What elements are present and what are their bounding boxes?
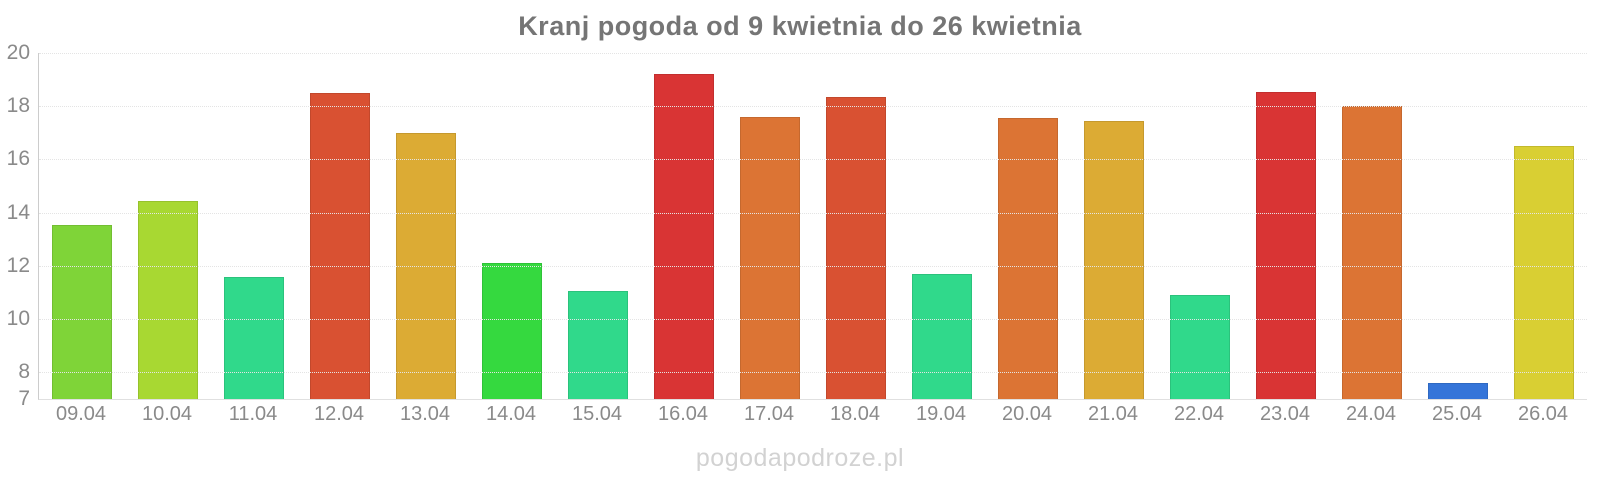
gridline — [39, 159, 1587, 161]
x-axis: 09.04 10.04 11.04 12.04 13.04 14.04 15.04 16.04… — [38, 403, 1586, 426]
bar-slot — [39, 53, 125, 399]
bar-12.04[interactable] — [310, 92, 370, 399]
gridline — [39, 265, 1587, 267]
y-tick-label: 18 — [6, 94, 30, 118]
bar-slot — [641, 53, 727, 399]
watermark-text: pogodapodroze.pl — [695, 444, 905, 472]
chart-title: Kranj pogoda od 9 kwietnia do 26 kwietni… — [518, 11, 1082, 41]
x-tick-label: 24.04 — [1345, 403, 1397, 425]
bar-slot — [1501, 53, 1587, 399]
x-tick-label: 10.04 — [141, 403, 193, 425]
bar-slot — [297, 53, 383, 399]
bar-slot — [899, 53, 985, 399]
gridline — [39, 372, 1587, 374]
x-tick-label: 16.04 — [657, 403, 709, 425]
x-tick-label: 17.04 — [743, 403, 795, 425]
y-tick-label: 7 — [18, 387, 30, 411]
x-tick-label: 15.04 — [571, 403, 623, 425]
x-tick-label: 21.04 — [1087, 403, 1139, 425]
bar-11.04[interactable] — [224, 276, 284, 399]
x-tick-label: 22.04 — [1173, 403, 1225, 425]
bar-25.04[interactable] — [1428, 383, 1488, 399]
bar-slot — [211, 53, 297, 399]
bars-row — [39, 53, 1587, 399]
bar-16.04[interactable] — [654, 74, 714, 399]
x-tick-label: 12.04 — [313, 403, 365, 425]
bar-22.04[interactable] — [1170, 295, 1230, 399]
bar-26.04[interactable] — [1514, 146, 1574, 399]
x-tick-label: 11.04 — [228, 403, 278, 425]
x-tick-label: 23.04 — [1259, 403, 1311, 425]
y-tick-label: 20 — [6, 41, 30, 65]
bar-slot — [469, 53, 555, 399]
plot-area — [38, 53, 1587, 400]
bar-15.04[interactable] — [568, 291, 628, 399]
bar-slot — [1157, 53, 1243, 399]
bar-slot — [1243, 53, 1329, 399]
bar-19.04[interactable] — [912, 273, 972, 399]
bar-slot — [813, 53, 899, 399]
bar-10.04[interactable] — [138, 200, 198, 399]
bar-slot — [125, 53, 211, 399]
bar-21.04[interactable] — [1084, 120, 1144, 399]
x-tick-label: 18.04 — [829, 403, 881, 425]
bar-17.04[interactable] — [740, 116, 800, 399]
y-tick-label: 14 — [6, 200, 30, 224]
bar-slot — [985, 53, 1071, 399]
gridline — [39, 53, 1587, 54]
x-tick-label: 19.04 — [915, 403, 967, 425]
bar-slot — [1071, 53, 1157, 399]
gridline — [39, 106, 1587, 108]
bar-24.04[interactable] — [1342, 106, 1402, 399]
bar-slot — [1329, 53, 1415, 399]
bar-09.04[interactable] — [52, 224, 112, 399]
bar-slot — [1415, 53, 1501, 399]
bar-20.04[interactable] — [998, 118, 1058, 399]
y-tick-label: 12 — [6, 254, 30, 278]
y-tick-label: 10 — [6, 307, 30, 331]
y-tick-label: 8 — [18, 360, 30, 384]
y-axis: 20 18 16 14 12 10 8 7 — [0, 42, 32, 409]
bar-slot — [727, 53, 813, 399]
bar-14.04[interactable] — [482, 263, 542, 399]
bar-23.04[interactable] — [1256, 91, 1316, 399]
bar-slot — [383, 53, 469, 399]
x-tick-label: 20.04 — [1001, 403, 1053, 425]
gridline — [39, 212, 1587, 214]
x-tick-label: 09.04 — [55, 403, 107, 425]
x-tick-label: 14.04 — [485, 403, 537, 425]
bar-18.04[interactable] — [826, 96, 886, 399]
x-tick-label: 26.04 — [1517, 403, 1569, 425]
x-tick-label: 25.04 — [1431, 403, 1483, 425]
gridline — [39, 319, 1587, 321]
bar-slot — [555, 53, 641, 399]
x-tick-label: 13.04 — [399, 403, 451, 425]
y-tick-label: 16 — [6, 147, 30, 171]
